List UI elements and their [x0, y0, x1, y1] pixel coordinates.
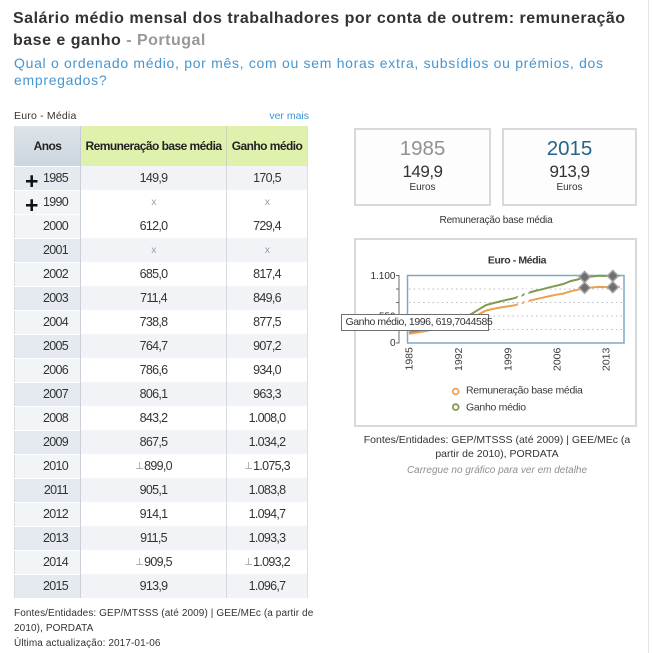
- svg-text:2006: 2006: [552, 347, 564, 371]
- svg-text:1992: 1992: [453, 347, 465, 371]
- svg-text:2013: 2013: [601, 347, 613, 371]
- svg-text:1.100: 1.100: [370, 271, 395, 282]
- svg-text:1985: 1985: [404, 347, 416, 371]
- svg-text:1999: 1999: [502, 347, 514, 371]
- svg-text:Euro - Média: Euro - Média: [488, 255, 547, 267]
- svg-text:0: 0: [390, 338, 396, 349]
- svg-text:Remuneração base média: Remuneração base média: [466, 385, 583, 397]
- svg-text:Ganho médio: Ganho médio: [466, 402, 526, 414]
